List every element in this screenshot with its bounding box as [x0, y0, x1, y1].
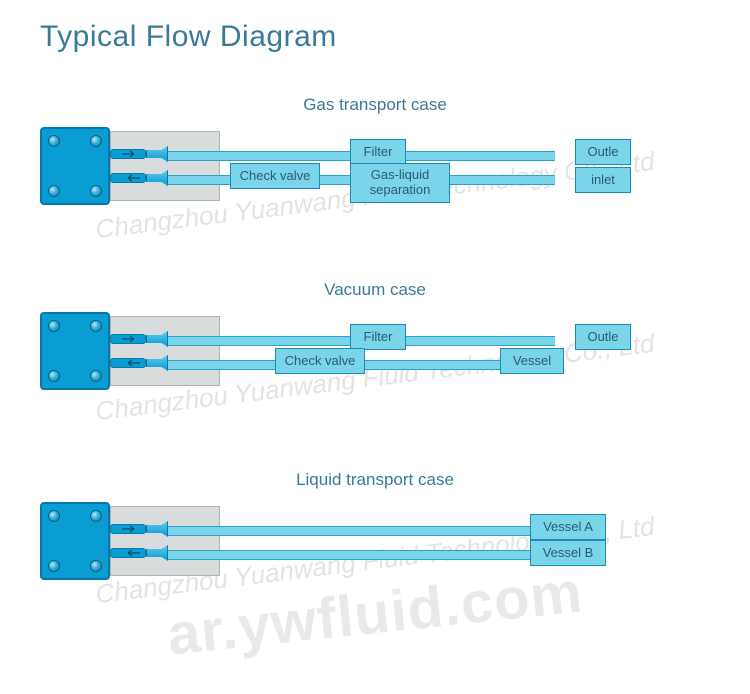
bolt-icon: [48, 560, 60, 572]
box-filter: Filter: [350, 324, 406, 350]
arrow-in-icon: [122, 549, 140, 557]
bolt-icon: [48, 370, 60, 382]
bolt-icon: [48, 135, 60, 147]
section-liquid: Liquid transport case Vessel A Vessel B: [0, 470, 750, 508]
box-filter: Filter: [350, 139, 406, 165]
arrow-out-icon: [122, 525, 140, 533]
pump-body: [110, 131, 220, 201]
section-title: Liquid transport case: [0, 470, 750, 490]
section-gas: Gas transport case Filter Check valve Ga…: [0, 95, 750, 133]
pump-body: [110, 506, 220, 576]
pump-head: [40, 127, 110, 205]
box-check-valve: Check valve: [275, 348, 365, 374]
box-vessel-a: Vessel A: [530, 514, 606, 540]
bolt-icon: [48, 320, 60, 332]
pump-head: [40, 312, 110, 390]
section-title: Gas transport case: [0, 95, 750, 115]
bolt-icon: [48, 185, 60, 197]
arrow-in-icon: [122, 174, 140, 182]
pipe: [168, 526, 530, 536]
box-gas-liquid-separation: Gas-liquid separation: [350, 163, 450, 203]
bolt-icon: [90, 510, 102, 522]
bolt-icon: [90, 560, 102, 572]
bolt-icon: [90, 185, 102, 197]
pump-body: [110, 316, 220, 386]
bolt-icon: [90, 320, 102, 332]
page-title: Typical Flow Diagram: [40, 20, 337, 54]
box-outlet: Outle: [575, 139, 631, 165]
arrow-in-icon: [122, 359, 140, 367]
pipe: [168, 550, 530, 560]
box-vessel-b: Vessel B: [530, 540, 606, 566]
pump-head: [40, 502, 110, 580]
section-title: Vacuum case: [0, 280, 750, 300]
section-vacuum: Vacuum case Filter Check valve Vessel Ou…: [0, 280, 750, 318]
box-inlet: inlet: [575, 167, 631, 193]
arrow-out-icon: [122, 150, 140, 158]
box-outlet: Outle: [575, 324, 631, 350]
bolt-icon: [48, 510, 60, 522]
box-check-valve: Check valve: [230, 163, 320, 189]
bolt-icon: [90, 370, 102, 382]
bolt-icon: [90, 135, 102, 147]
box-vessel: Vessel: [500, 348, 564, 374]
arrow-out-icon: [122, 335, 140, 343]
